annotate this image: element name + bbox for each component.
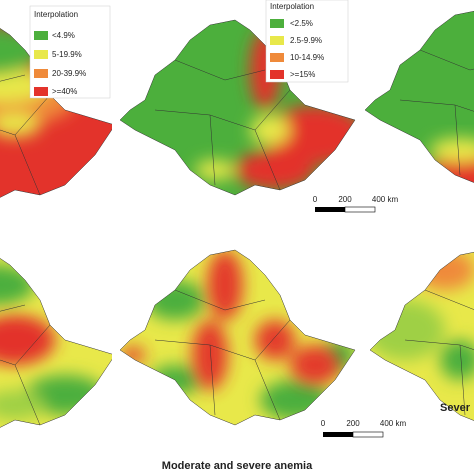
- map-bottom-middle: [119, 249, 356, 426]
- legend-title: Interpolation: [34, 10, 78, 19]
- legend-item: >=40%: [52, 87, 77, 96]
- scale-label: 200: [338, 195, 352, 204]
- legend-item: >=15%: [290, 70, 315, 79]
- scale-label: 200: [346, 419, 360, 428]
- legend-item: <4.9%: [52, 31, 75, 40]
- scale-bar: 0 200 400 km: [313, 195, 399, 213]
- scale-bar: 0 200 400 km: [321, 419, 407, 438]
- legend: Interpolation <2.5% 2.5-9.9% 10-14.9% >=…: [265, 0, 349, 83]
- legend-item: 5-19.9%: [52, 50, 82, 59]
- scale-label: 0: [321, 419, 326, 428]
- legend-item: 20-39.9%: [52, 69, 86, 78]
- legend-item: 2.5-9.9%: [290, 36, 322, 45]
- map-top-right: [364, 9, 474, 186]
- scale-label: 400 km: [380, 419, 407, 428]
- scale-label: 400 km: [372, 195, 399, 204]
- legend-item: 10-14.9%: [290, 53, 324, 62]
- legend: Interpolation <4.9% 5-19.9% 20-39.9% >=4…: [29, 5, 111, 99]
- legend-title: Interpolation: [270, 2, 314, 11]
- scale-label: 0: [313, 195, 318, 204]
- caption: Sever: [440, 402, 471, 414]
- caption: Moderate and severe anemia: [162, 460, 313, 472]
- legend-item: <2.5%: [290, 19, 313, 28]
